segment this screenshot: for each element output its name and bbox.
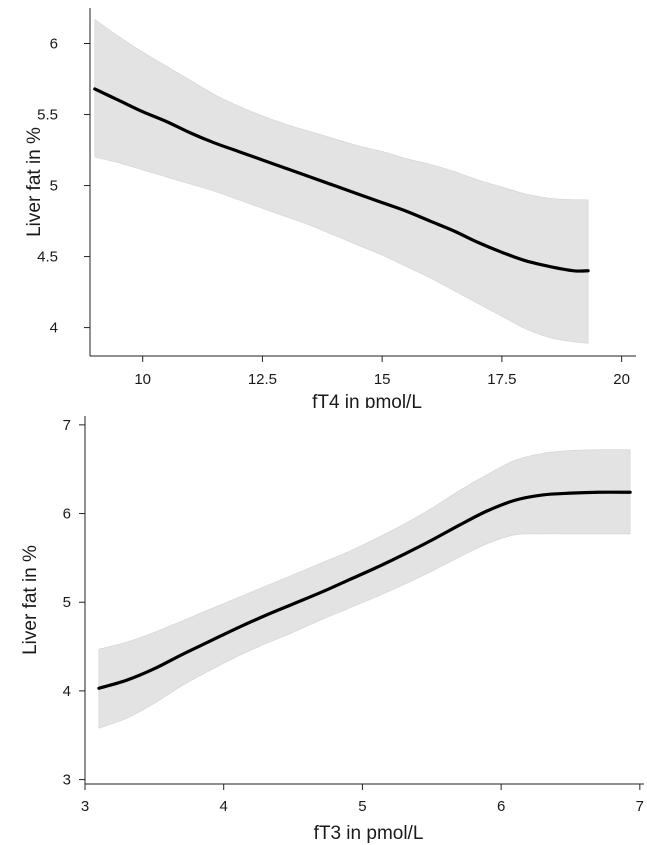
x-tick-label: 15 <box>374 371 391 388</box>
y-tick-label: 4 <box>63 683 71 700</box>
y-tick-label: 7 <box>63 417 71 434</box>
x-axis-title: fT3 in pmol/L <box>314 823 424 844</box>
y-tick-label: 5.5 <box>37 107 58 124</box>
x-tick-label: 20 <box>613 371 630 388</box>
x-tick-label: 4 <box>220 798 228 815</box>
confidence-band <box>98 449 631 729</box>
y-tick-label: 6 <box>50 36 58 53</box>
fit-line <box>97 490 632 690</box>
y-tick-label: 5 <box>63 594 71 611</box>
y-axis-title: Liver fat in % <box>20 545 41 655</box>
y-axis-title: Liver fat in % <box>24 127 45 237</box>
y-tick-label: 4.5 <box>37 249 58 266</box>
chart-fT4-liver-fat: 10 12.5 15 17.5 20 4 4.5 5 5.5 6 fT4 in pmol/L Live… <box>24 8 636 408</box>
y-tick-label: 3 <box>63 772 71 789</box>
y-tick-label: 4 <box>50 320 58 337</box>
y-tick-label: 5 <box>50 178 58 195</box>
x-tick-label: 5 <box>358 798 366 815</box>
x-tick-label: 3 <box>81 798 89 815</box>
x-axis-title: fT4 in pmol/L <box>312 392 422 408</box>
y-tick-label: 6 <box>63 506 71 523</box>
x-tick-label: 7 <box>636 798 644 815</box>
chart-fT3-liver-fat: 3 4 5 6 7 3 4 5 6 7 fT3 in pmol/L Liver fat in % <box>20 416 644 844</box>
x-tick-label: 17.5 <box>487 371 516 388</box>
fit-line <box>93 87 590 273</box>
x-tick-label: 12.5 <box>248 371 277 388</box>
confidence-band <box>94 18 589 344</box>
x-tick-label: 6 <box>497 798 505 815</box>
x-tick-label: 10 <box>134 371 151 388</box>
